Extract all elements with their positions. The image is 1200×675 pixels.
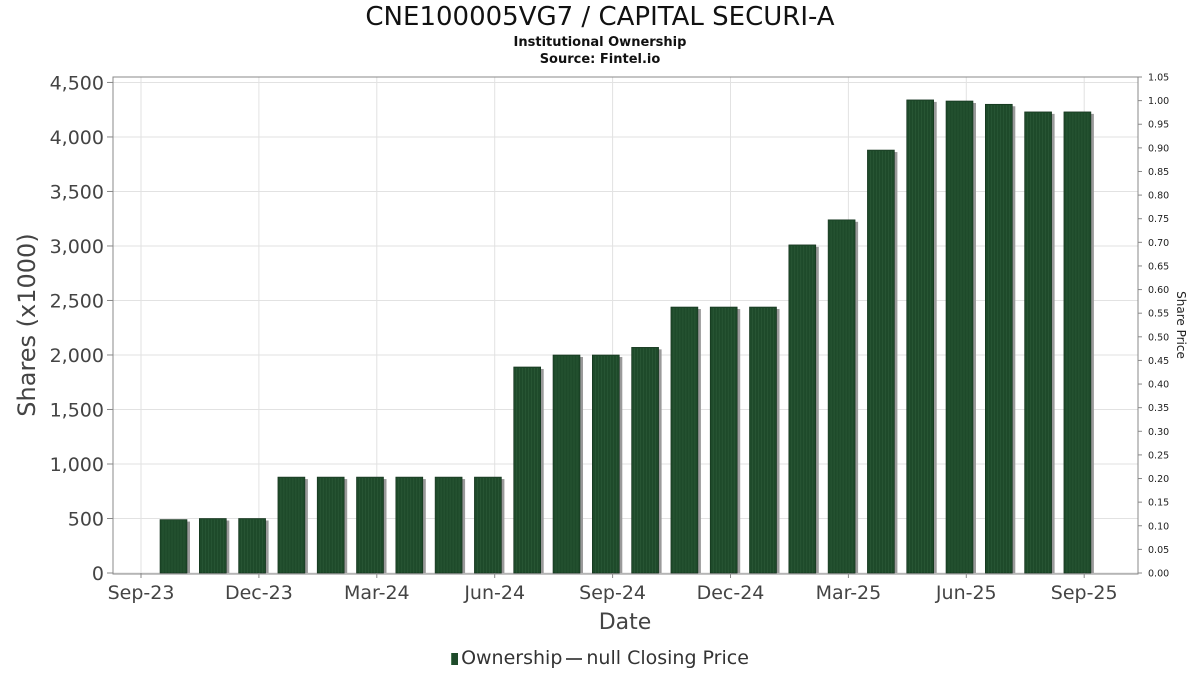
y-tick-label: 1,500: [50, 399, 104, 421]
ownership-bar: [709, 306, 738, 574]
ownership-bar: [591, 354, 620, 574]
y2-tick-label: 0.50: [1148, 332, 1169, 343]
y-tick-label: 0: [92, 563, 104, 585]
ownership-bar: [670, 306, 699, 574]
ownership-bar: [474, 476, 502, 574]
y-tick-label: 3,000: [50, 236, 104, 258]
y2-tick-label: 0.70: [1148, 238, 1169, 249]
x-axis-ticks: Sep-23 Dec-23 Mar-24 Jun-24 Sep-24 Dec-24 Mar-…: [108, 573, 1118, 604]
x-tick-label: Jun-25: [935, 582, 997, 604]
x-tick-label: Mar-24: [344, 582, 410, 604]
ownership-bar: [513, 366, 542, 574]
y2-tick-label: 0.35: [1148, 403, 1169, 414]
y2-axis-ticks: 0.00 0.05 0.10 0.15 0.20 0.25 0.30 0.35 0.40 0.45…: [1138, 73, 1169, 580]
bars-group: [159, 99, 1094, 574]
y2-tick-label: 0.85: [1148, 167, 1169, 178]
y-axis-ticks: 0 500 1,000 1,500 2,000 2,500 3,000 3,500 4,000 4…: [50, 72, 113, 585]
ownership-bar: [945, 100, 974, 574]
ownership-bar: [159, 519, 188, 574]
y2-tick-label: 0.95: [1148, 120, 1169, 131]
price-legend-label: null Closing Price: [586, 647, 749, 669]
y-axis-label: Shares (x1000): [13, 233, 41, 416]
y-tick-label: 2,000: [50, 345, 104, 367]
y-tick-label: 500: [68, 508, 104, 530]
ownership-bar: [356, 476, 384, 574]
x-axis-label: Date: [599, 610, 652, 635]
chart-source: Source: Fintel.io: [539, 52, 661, 67]
ownership-bar: [906, 99, 935, 574]
y2-tick-label: 0.75: [1148, 214, 1169, 225]
y2-tick-label: 0.90: [1148, 143, 1169, 154]
price-legend-swatch: [566, 657, 583, 660]
ownership-bar: [316, 476, 345, 574]
y-tick-label: 1,000: [50, 454, 104, 476]
y2-tick-label: 0.45: [1148, 356, 1169, 367]
ownership-bar: [277, 476, 306, 574]
y2-tick-label: 0.80: [1148, 191, 1169, 202]
y2-tick-label: 0.15: [1148, 498, 1169, 509]
y-tick-label: 3,500: [50, 181, 104, 203]
y-tick-label: 2,500: [50, 290, 104, 312]
y2-tick-label: 0.10: [1148, 521, 1169, 532]
legend: Ownership null Closing Price: [0, 647, 1200, 669]
ownership-bar: [238, 518, 266, 574]
ownership-bar: [552, 354, 581, 574]
chart-title: CNE100005VG7 / CAPITAL SECURI-A: [365, 2, 835, 32]
ownership-bar: [749, 306, 777, 574]
y2-tick-label: 1.05: [1148, 73, 1169, 84]
x-tick-label: Sep-23: [108, 582, 175, 604]
ownership-bar: [867, 149, 895, 574]
y2-tick-label: 1.00: [1148, 96, 1169, 107]
x-tick-label: Sep-24: [579, 582, 646, 604]
ownership-bar: [434, 476, 463, 574]
y2-tick-label: 0.30: [1148, 427, 1169, 438]
y2-axis-label: Share Price: [1174, 291, 1188, 359]
ownership-bar: [199, 518, 227, 574]
grid-lines: [113, 77, 1138, 574]
x-tick-label: Dec-23: [225, 582, 293, 604]
y2-tick-label: 0.65: [1148, 261, 1169, 272]
x-tick-label: Dec-24: [697, 582, 765, 604]
y2-tick-label: 0.05: [1148, 545, 1169, 556]
ownership-bar: [1063, 111, 1092, 574]
ownership-bar: [827, 219, 856, 574]
y-tick-label: 4,000: [50, 127, 104, 149]
x-tick-label: Sep-25: [1051, 582, 1118, 604]
y2-tick-label: 0.00: [1148, 569, 1169, 580]
y2-tick-label: 0.55: [1148, 309, 1169, 320]
ownership-bar: [984, 103, 1013, 574]
y2-tick-label: 0.20: [1148, 474, 1169, 485]
ownership-bar: [631, 347, 659, 574]
ownership-bar: [1024, 111, 1052, 574]
ownership-bar: [788, 244, 817, 574]
ownership-legend-label: Ownership: [461, 647, 563, 669]
chart-subtitle: Institutional Ownership: [513, 35, 687, 50]
y2-tick-label: 0.25: [1148, 450, 1169, 461]
y2-tick-label: 0.60: [1148, 285, 1169, 296]
x-tick-label: Mar-25: [816, 582, 882, 604]
x-tick-label: Jun-24: [463, 582, 525, 604]
plot-area-frame: [112, 76, 1139, 575]
ownership-bar: [395, 476, 424, 574]
ownership-legend-swatch: [451, 652, 459, 665]
y-tick-label: 4,500: [50, 72, 104, 94]
y2-tick-label: 0.40: [1148, 380, 1169, 391]
